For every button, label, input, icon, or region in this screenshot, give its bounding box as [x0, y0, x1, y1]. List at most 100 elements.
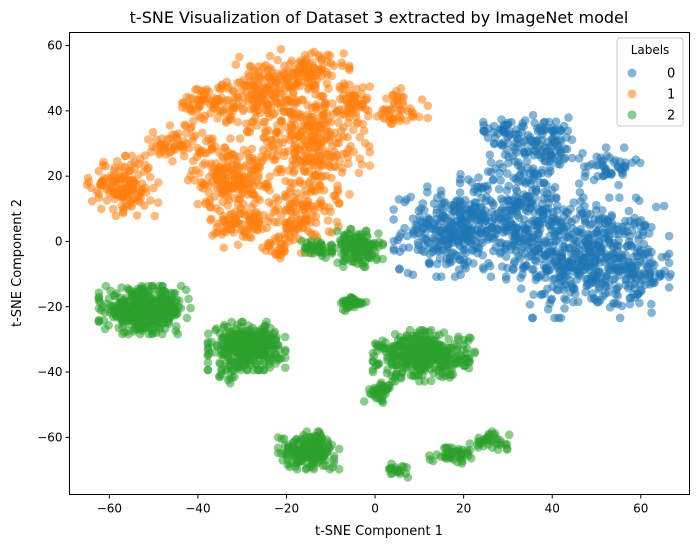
point — [575, 188, 585, 197]
point — [283, 147, 293, 156]
point — [396, 374, 406, 383]
point — [345, 190, 354, 199]
point — [567, 135, 577, 144]
point — [412, 225, 421, 235]
point — [264, 73, 274, 83]
point — [304, 241, 313, 251]
point — [417, 232, 427, 242]
point — [301, 54, 311, 64]
point — [644, 252, 654, 261]
point — [132, 211, 142, 220]
point — [377, 109, 386, 118]
point — [627, 263, 637, 273]
point — [286, 216, 296, 225]
point — [504, 430, 514, 440]
point — [137, 323, 147, 333]
point — [303, 442, 313, 452]
point — [568, 223, 577, 233]
point — [451, 357, 460, 367]
point — [101, 161, 110, 171]
point — [615, 313, 625, 323]
point — [662, 252, 671, 261]
point — [635, 196, 644, 205]
point — [491, 164, 500, 173]
point — [135, 297, 144, 307]
point — [274, 341, 283, 350]
point — [153, 321, 162, 331]
point — [272, 121, 282, 130]
point — [560, 294, 569, 303]
point — [182, 139, 192, 148]
point — [322, 126, 331, 136]
point — [574, 179, 584, 188]
point — [639, 239, 649, 249]
point — [233, 100, 243, 110]
point — [664, 231, 674, 241]
point — [413, 245, 423, 254]
point — [323, 216, 333, 225]
point — [628, 158, 637, 167]
point — [567, 153, 577, 163]
point — [184, 294, 193, 304]
point — [396, 105, 405, 114]
point — [550, 274, 559, 283]
point — [207, 144, 217, 154]
point — [168, 156, 177, 166]
point — [520, 202, 529, 212]
point — [311, 435, 320, 445]
point — [241, 226, 250, 236]
point — [255, 108, 265, 118]
point — [509, 203, 519, 212]
point — [315, 185, 325, 194]
point — [350, 91, 360, 101]
point — [209, 103, 218, 113]
point — [602, 253, 612, 262]
series-1-points — [82, 44, 433, 263]
point — [605, 193, 614, 202]
point — [416, 204, 426, 213]
point — [333, 181, 342, 190]
point — [94, 317, 104, 327]
y-tick-label: 60 — [47, 39, 62, 53]
point — [265, 363, 275, 372]
point — [279, 103, 289, 113]
point — [287, 56, 297, 66]
point — [110, 163, 119, 172]
point — [265, 172, 275, 181]
point — [331, 191, 340, 200]
point — [576, 225, 585, 234]
point — [551, 193, 561, 202]
point — [455, 209, 465, 218]
point — [488, 175, 498, 185]
point — [615, 193, 624, 202]
point — [474, 438, 484, 447]
point — [526, 203, 536, 213]
point — [125, 166, 134, 176]
point — [503, 169, 512, 178]
point — [280, 230, 290, 239]
point — [438, 246, 448, 255]
point — [165, 309, 174, 319]
legend-label-1: 1 — [667, 88, 675, 103]
point — [249, 66, 259, 75]
point — [273, 55, 282, 65]
point — [434, 341, 443, 351]
point — [478, 184, 488, 193]
legend-label-2: 2 — [667, 109, 675, 124]
point — [349, 125, 358, 135]
point — [191, 165, 201, 175]
point — [607, 169, 616, 178]
point — [402, 116, 412, 125]
point — [338, 105, 347, 114]
point — [219, 108, 228, 117]
point — [307, 82, 317, 91]
series-1-cluster-10 — [363, 84, 433, 129]
point — [357, 260, 367, 269]
point — [243, 184, 252, 194]
point — [550, 313, 559, 323]
point — [479, 117, 488, 127]
point — [259, 344, 268, 353]
point — [372, 253, 382, 263]
